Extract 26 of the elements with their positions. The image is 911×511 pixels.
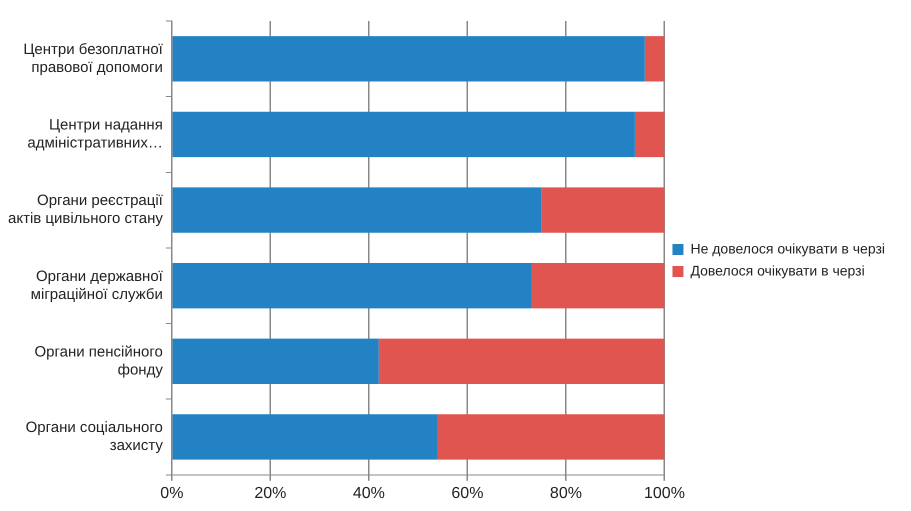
y-tick-label: Органи соціального захисту <box>26 419 164 454</box>
x-tick-label: 100% <box>644 484 685 502</box>
bar <box>172 112 635 158</box>
bar <box>438 414 664 460</box>
x-tick-label: 60% <box>451 484 484 502</box>
bar <box>172 263 532 308</box>
x-tick-label: 20% <box>254 484 286 502</box>
bar <box>172 414 438 460</box>
bar <box>644 36 664 82</box>
bar <box>541 187 664 233</box>
y-tick-label: Центри безоплатної правової допомоги <box>23 40 164 76</box>
x-tick-label: 40% <box>352 484 385 502</box>
bar <box>531 263 664 308</box>
bar <box>634 112 664 158</box>
bar <box>172 338 379 384</box>
legend-label: Довелося очікувати в черзі <box>690 262 865 278</box>
bar <box>378 338 664 384</box>
x-tick-label: 80% <box>550 484 582 502</box>
bar <box>172 187 542 233</box>
y-tick-label: Органи реєстрації актів цивільного стану <box>8 192 164 228</box>
y-tick-label: Органи пенсійного фонду <box>34 343 164 378</box>
y-tick-label: Центри надання адміністративних… <box>27 116 163 152</box>
legend-label: Не довелося очікувати в черзі <box>690 240 886 256</box>
bar <box>172 36 645 82</box>
x-tick-label: 0% <box>160 484 184 502</box>
y-tick-label: Органи державної міграційної служби <box>30 268 164 303</box>
